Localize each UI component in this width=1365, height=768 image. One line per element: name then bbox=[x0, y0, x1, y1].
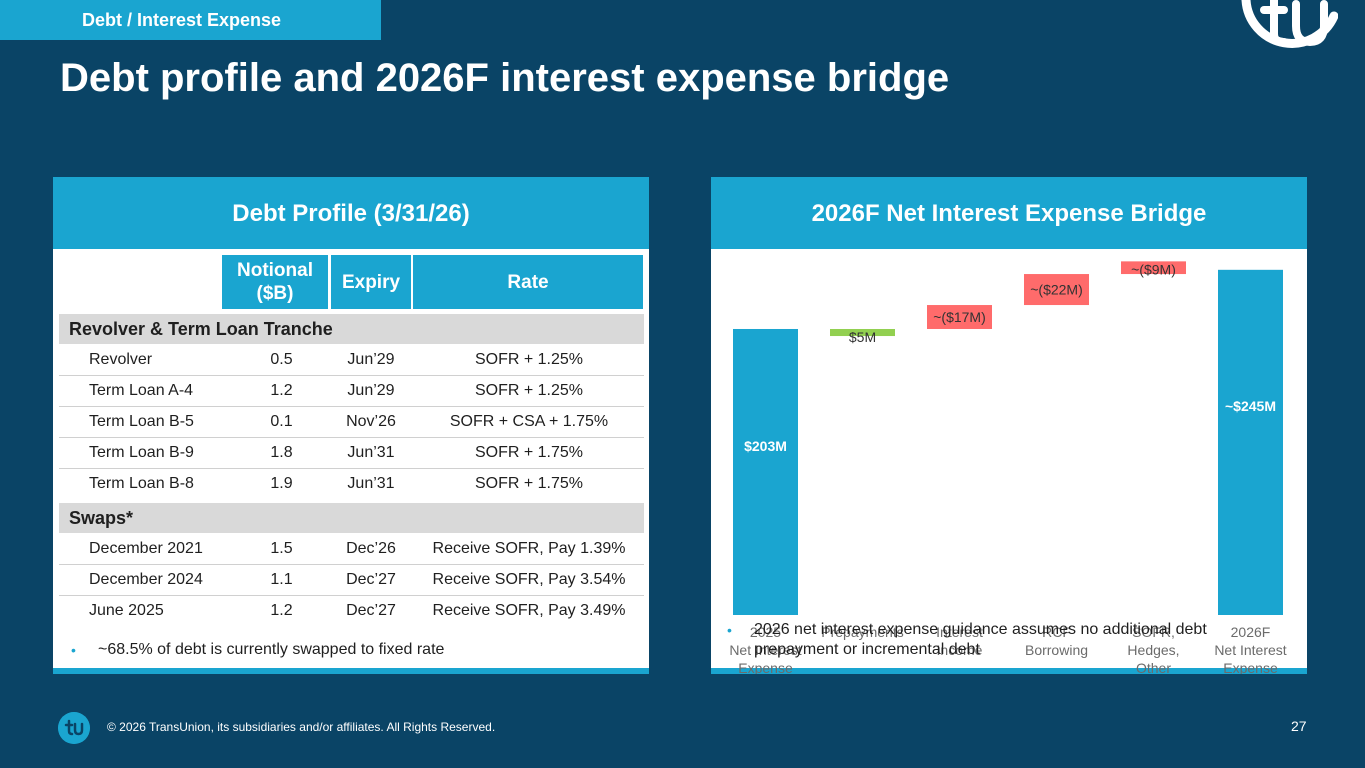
loan-name: Revolver bbox=[89, 351, 153, 368]
category-label: SOFR, bbox=[1132, 624, 1175, 640]
category-label: 2026F bbox=[1231, 624, 1271, 640]
category-label: Prepayments bbox=[821, 624, 903, 640]
swap-name: December 2024 bbox=[89, 571, 203, 588]
data-label: ~($22M) bbox=[1030, 282, 1083, 298]
loan-rate: SOFR + 1.25% bbox=[474, 351, 584, 368]
loan-expiry: Jun’31 bbox=[347, 444, 395, 461]
swap-rate: Receive SOFR, Pay 3.54% bbox=[432, 571, 626, 588]
copyright-text: © 2026 TransUnion, its subsidiaries and/… bbox=[107, 720, 496, 734]
bridge-panel: 2026F Net Interest Expense Bridge $203M $… bbox=[711, 177, 1307, 674]
bridge-note-line2: prepayment or incremental debt bbox=[754, 641, 980, 658]
loan-rate: SOFR + CSA + 1.75% bbox=[449, 413, 609, 430]
swap-name: June 2025 bbox=[89, 602, 164, 619]
bridge-note-line1: 2026 net interest expense guidance assum… bbox=[754, 621, 1207, 638]
category-label: Other bbox=[1136, 660, 1171, 674]
category-label: Income bbox=[937, 642, 983, 658]
bar-decrease bbox=[1024, 274, 1089, 306]
column-header-rate: Rate bbox=[413, 255, 643, 309]
debt-profile-panel: Debt Profile (3/31/26) Notional ($B) Exp… bbox=[53, 177, 649, 674]
page-number: 27 bbox=[1291, 718, 1307, 734]
loan-expiry: Nov’26 bbox=[346, 413, 396, 430]
column-header-notional: Notional ($B) bbox=[222, 255, 328, 309]
loan-expiry: Jun’31 bbox=[347, 475, 395, 492]
swap-name: December 2021 bbox=[89, 540, 203, 557]
page-title: Debt profile and 2026F interest expense … bbox=[60, 56, 950, 100]
bar-decrease bbox=[927, 305, 992, 329]
table-row: Term Loan B-5 0.1 Nov’26 SOFR + CSA + 1.… bbox=[59, 407, 644, 438]
column-header-expiry: Expiry bbox=[331, 255, 411, 309]
data-label: ~($9M) bbox=[1131, 261, 1176, 277]
loan-name: Term Loan A-4 bbox=[89, 382, 194, 399]
section-header-swaps: Swaps* bbox=[59, 503, 644, 533]
category-label: Interest bbox=[936, 624, 983, 640]
bullet-icon: • bbox=[727, 622, 732, 638]
bullet-icon: • bbox=[71, 642, 76, 658]
data-label: ~($17M) bbox=[933, 309, 986, 325]
table-row: June 2025 1.2 Dec’27 Receive SOFR, Pay 3… bbox=[59, 596, 644, 627]
loan-rate: SOFR + 1.75% bbox=[474, 444, 584, 461]
category-label: Hedges, bbox=[1127, 642, 1179, 658]
category-label: Net Interest bbox=[1214, 642, 1286, 658]
data-label: $203M bbox=[744, 438, 787, 454]
data-label: ~$245M bbox=[1225, 398, 1276, 414]
loan-notional: 0.1 bbox=[270, 413, 293, 430]
loan-notional: 1.2 bbox=[270, 382, 293, 399]
swap-rate: Receive SOFR, Pay 1.39% bbox=[432, 540, 626, 557]
swap-notional: 1.1 bbox=[270, 571, 293, 588]
category-label: RCF bbox=[1042, 624, 1071, 640]
table-row: Term Loan B-9 1.8 Jun’31 SOFR + 1.75% bbox=[59, 438, 644, 469]
swap-expiry: Dec’26 bbox=[346, 540, 396, 557]
bar-increase bbox=[830, 328, 895, 337]
debt-note-text: ~68.5% of debt is currently swapped to f… bbox=[98, 641, 445, 658]
section-tag: Debt / Interest Expense bbox=[0, 0, 381, 40]
swap-notional: 1.5 bbox=[270, 540, 293, 557]
category-label: Borrowing bbox=[1025, 642, 1088, 658]
tu-logo-icon bbox=[1241, 0, 1338, 48]
table-row: Term Loan B-8 1.9 Jun’31 SOFR + 1.75% bbox=[59, 469, 644, 500]
category-label: Expense bbox=[1223, 660, 1278, 674]
swap-expiry: Dec’27 bbox=[346, 571, 396, 588]
bar-total bbox=[1218, 269, 1283, 615]
category-label: Expense bbox=[738, 660, 793, 674]
table-row: Revolver 0.5 Jun’29 SOFR + 1.25% bbox=[59, 345, 644, 376]
swap-notional: 1.2 bbox=[270, 602, 293, 619]
loan-notional: 1.8 bbox=[270, 444, 293, 461]
loan-expiry: Jun’29 bbox=[347, 351, 395, 368]
bar-total bbox=[733, 328, 798, 615]
category-label: 2025 bbox=[750, 624, 781, 640]
loan-name: Term Loan B-5 bbox=[89, 413, 194, 430]
category-label: Net Interest bbox=[729, 642, 801, 658]
tu-footer-logo-icon bbox=[58, 712, 90, 744]
loan-name: Term Loan B-8 bbox=[89, 475, 194, 492]
loan-rate: SOFR + 1.75% bbox=[474, 475, 584, 492]
swap-expiry: Dec’27 bbox=[346, 602, 396, 619]
loan-notional: 1.9 bbox=[270, 475, 293, 492]
debt-profile-heading: Debt Profile (3/31/26) bbox=[53, 177, 649, 249]
table-row: December 2021 1.5 Dec’26 Receive SOFR, P… bbox=[59, 534, 644, 565]
swap-rate: Receive SOFR, Pay 3.49% bbox=[432, 602, 626, 619]
bridge-heading: 2026F Net Interest Expense Bridge bbox=[711, 177, 1307, 249]
bar-decrease bbox=[1121, 261, 1186, 275]
section-header-loans: Revolver & Term Loan Tranche bbox=[59, 314, 644, 344]
table-row: December 2024 1.1 Dec’27 Receive SOFR, P… bbox=[59, 565, 644, 596]
loan-name: Term Loan B-9 bbox=[89, 444, 194, 461]
bridge-note-text: 2026 net interest expense guidance assum… bbox=[754, 620, 1207, 660]
loan-rate: SOFR + 1.25% bbox=[474, 382, 584, 399]
loan-expiry: Jun’29 bbox=[347, 382, 395, 399]
loan-notional: 0.5 bbox=[270, 351, 293, 368]
waterfall-chart: $203M $5M ~($17M) ~($22M) ~($9M) ~$245M 2025 Ne… bbox=[729, 261, 1287, 674]
data-label: $5M bbox=[849, 329, 876, 345]
table-row: Term Loan A-4 1.2 Jun’29 SOFR + 1.25% bbox=[59, 376, 644, 407]
